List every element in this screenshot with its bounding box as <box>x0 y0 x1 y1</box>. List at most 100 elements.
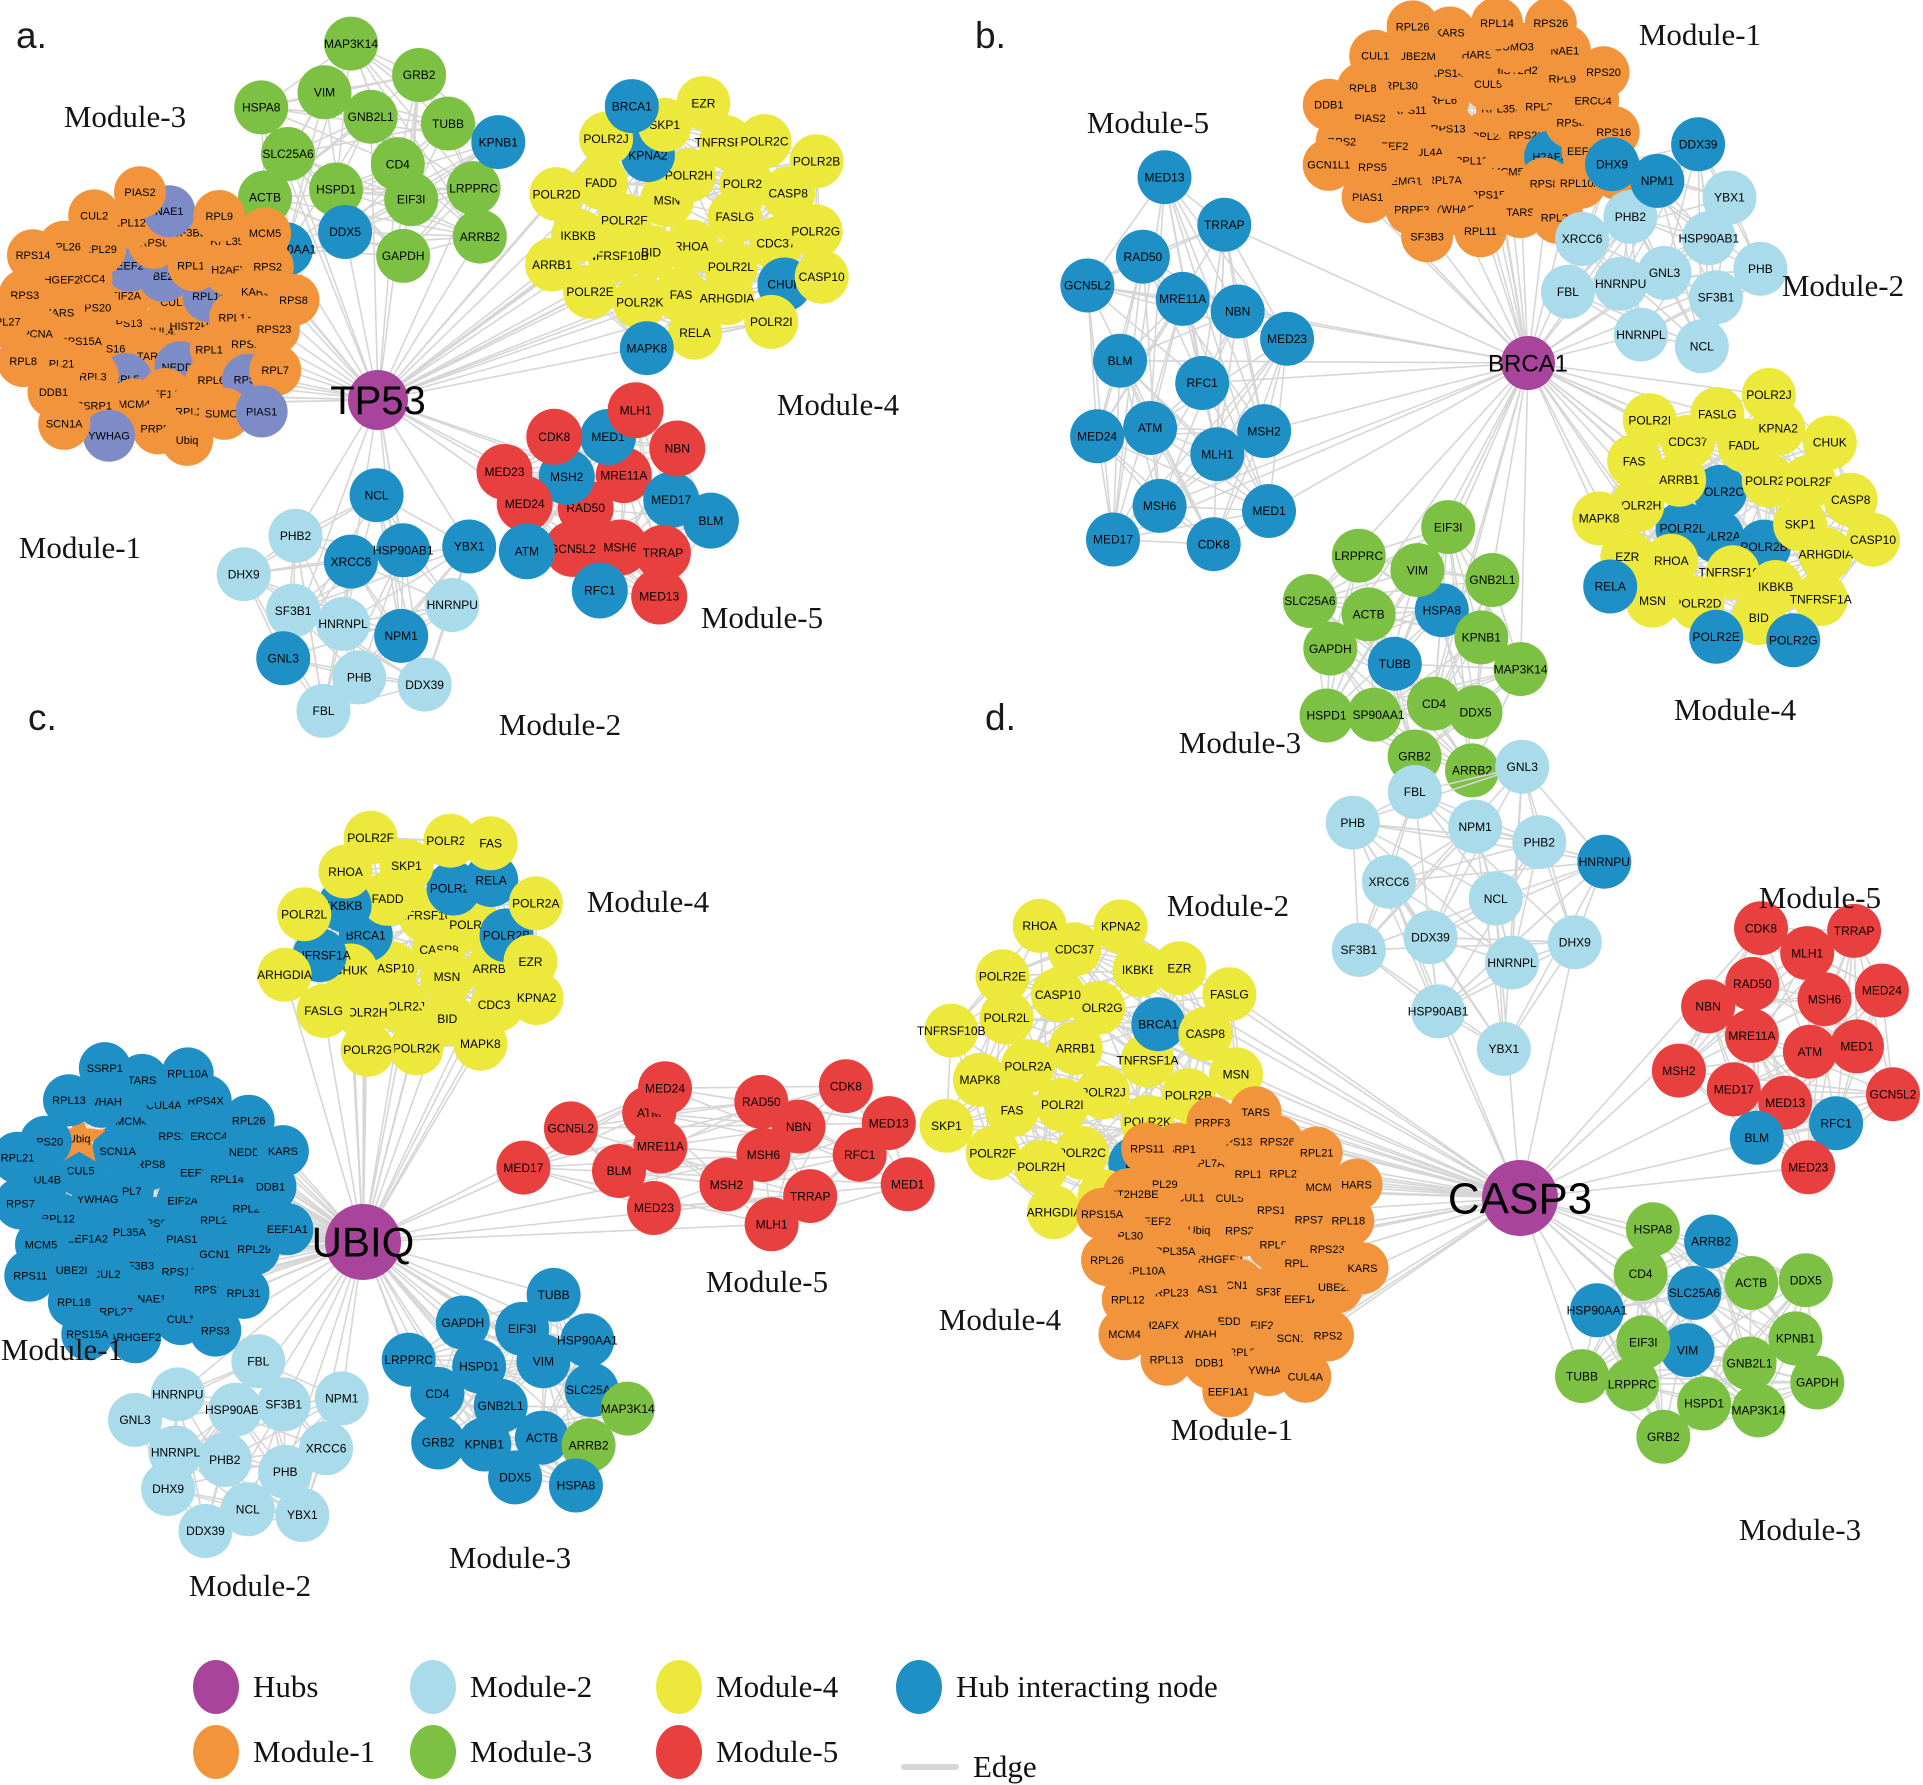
node-label: TARS <box>1506 207 1535 219</box>
legend-item-module2: Module-2 <box>410 1660 592 1714</box>
node-label: RPL6 <box>198 375 226 387</box>
node-label: NCL <box>365 488 389 502</box>
node-label: POLR2A <box>1004 1059 1051 1073</box>
node-label: POLR2L <box>281 908 327 922</box>
node-label: HNRNPL <box>151 1446 201 1460</box>
node-label: NCL <box>1484 892 1508 906</box>
node-label: RPS8 <box>1530 178 1559 190</box>
panel-letter: a. <box>16 15 47 56</box>
node-label: SLC25A6 <box>1669 1286 1721 1300</box>
node-label: HSPD1 <box>1306 709 1346 723</box>
node-label: NBN <box>1225 305 1250 319</box>
node-label: TRRAP <box>1834 924 1875 938</box>
hub-edge-line <box>1120 361 1528 363</box>
node-label: RPL26 <box>232 1116 266 1128</box>
node-label: PHB2 <box>209 1453 241 1467</box>
node-label: ARRB1 <box>532 258 572 272</box>
module-label: Module-4 <box>587 884 710 919</box>
node-label: SLC25A6 <box>1284 594 1336 608</box>
node-label: MED23 <box>634 1201 674 1215</box>
node-label: KPNA2 <box>517 991 557 1005</box>
node-label: POLR2F <box>1786 475 1833 489</box>
node-label: IKBKB <box>1122 963 1157 977</box>
node-label: RPL21 <box>1 1153 35 1165</box>
node-label: HSPA8 <box>242 101 281 115</box>
node-label: CUL5 <box>1474 79 1502 91</box>
node-label: RPL21 <box>1300 1147 1334 1159</box>
node-label: TARS <box>1241 1107 1270 1119</box>
node-label: TUBB <box>1379 657 1411 671</box>
module-label: Module-4 <box>939 1302 1062 1337</box>
node-label: BLM <box>1744 1131 1769 1145</box>
node-label: FADD <box>372 892 404 906</box>
node-label: CDC37 <box>1055 943 1095 957</box>
node-label: MSH2 <box>1247 424 1281 438</box>
module-label: Module-1 <box>1 1332 123 1367</box>
node-label: MED17 <box>1093 533 1133 547</box>
node-label: MLH1 <box>756 1218 788 1232</box>
node-label: EZR <box>691 96 715 110</box>
node-label: HNRNPL <box>318 617 368 631</box>
node-label: DDX5 <box>1790 1273 1822 1287</box>
hub-label: BRCA1 <box>1488 350 1568 377</box>
node-label: EEF1A1 <box>1208 1386 1249 1398</box>
node-label: TUBB <box>538 1288 570 1302</box>
node-label: CD4 <box>386 157 410 171</box>
module-label: Module-2 <box>1782 268 1904 303</box>
node-label: CDK8 <box>538 430 570 444</box>
node-label: HSPA8 <box>557 1479 596 1493</box>
node-label: NBN <box>665 442 690 456</box>
node-label: GNB2L1 <box>478 1399 524 1413</box>
node-label: GAPDH <box>382 249 425 263</box>
node-label: ACTB <box>249 191 281 205</box>
node-label: UBE2M <box>1398 51 1436 63</box>
legend-label: Module-1 <box>253 1734 375 1770</box>
node-label: RHOA <box>1654 554 1689 568</box>
node-label: MED17 <box>503 1161 543 1175</box>
node-label: RPS2 <box>1314 1330 1343 1342</box>
node-label: MRE11A <box>637 1140 684 1154</box>
node-label: GRB2 <box>1647 1430 1680 1444</box>
node-label: DDB1 <box>256 1182 285 1194</box>
node-label: DDX39 <box>1411 931 1450 945</box>
node-label: PHB <box>347 671 372 685</box>
node-label: FBL <box>247 1355 269 1369</box>
module-label: Module-2 <box>1167 888 1289 923</box>
node-label: HSP90AB1 <box>373 544 434 558</box>
node-label: VIM <box>1407 563 1428 577</box>
node-label: SF3B3 <box>1410 231 1444 243</box>
node-label: HSPA8 <box>1423 603 1462 617</box>
module-label: Module-5 <box>706 1264 828 1299</box>
legend-label: Edge <box>973 1749 1037 1785</box>
node-label: KPNB1 <box>479 135 519 149</box>
module-label: Module-3 <box>64 99 186 134</box>
node-label: RPS11 <box>1130 1143 1164 1155</box>
node-label: POLR2F <box>969 1146 1016 1160</box>
node-label: MSH2 <box>1662 1064 1696 1078</box>
node-label: GCN5L2 <box>1870 1087 1917 1101</box>
node-label: ARRB2 <box>1691 1235 1731 1249</box>
node-label: ACTB <box>1353 608 1385 622</box>
node-label: POLR2D <box>532 187 580 201</box>
node-label: FAS <box>479 837 502 851</box>
node-label: POLR2G <box>1769 634 1818 648</box>
node-label: DDX5 <box>329 225 361 239</box>
node-label: ARRB2 <box>460 230 500 244</box>
node-label: RPL8 <box>9 356 37 368</box>
module-label: Module-2 <box>189 1568 311 1603</box>
nodes: CASP8CASP10TNFRSF10BMSNBRCA1POLR2DPOLR2J… <box>0 811 935 1558</box>
module-label: Module-2 <box>499 707 621 742</box>
node-label: MCM5 <box>249 228 281 240</box>
node-label: POLR2J <box>583 132 628 146</box>
legend-item-hubs: Hubs <box>193 1660 318 1714</box>
node-label: MAP3K14 <box>324 37 378 51</box>
node-label: MED23 <box>484 465 524 479</box>
node-label: YBX1 <box>454 540 485 554</box>
node-label: RPL30 <box>1384 81 1418 93</box>
node-label: EZR <box>519 955 543 969</box>
node-label: VIM <box>533 1355 554 1369</box>
module-label: Module-5 <box>1759 880 1881 915</box>
node-label: ARRB1 <box>1056 1041 1096 1055</box>
node-label: RPS3 <box>201 1325 230 1337</box>
node-label: RPL18 <box>1331 1216 1365 1228</box>
